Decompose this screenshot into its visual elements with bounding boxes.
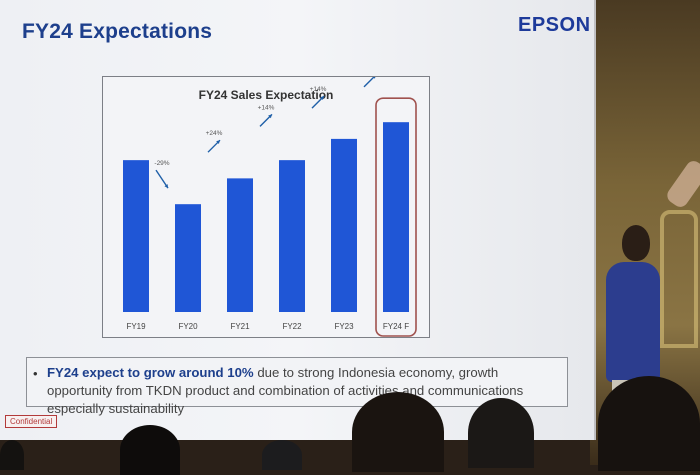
growth-label: +14% bbox=[258, 104, 275, 111]
x-tick-label: FY21 bbox=[230, 322, 250, 331]
growth-label: -29% bbox=[154, 160, 169, 167]
growth-arrowhead bbox=[268, 114, 272, 119]
venue-decoration bbox=[660, 210, 698, 348]
growth-label: +24% bbox=[206, 130, 223, 137]
x-tick-label: FY22 bbox=[282, 322, 302, 331]
forecast-highlight-box bbox=[375, 97, 417, 337]
bar-fy24-f bbox=[383, 122, 409, 312]
presenter-head bbox=[622, 225, 650, 261]
growth-label: +14% bbox=[310, 86, 327, 93]
x-tick-label: FY19 bbox=[126, 322, 146, 331]
slide-title: FY24 Expectations bbox=[22, 20, 213, 43]
audience-silhouette bbox=[0, 440, 24, 470]
growth-arrow bbox=[155, 169, 169, 189]
x-tick-label: FY24 F bbox=[383, 322, 409, 331]
audience-silhouette bbox=[352, 392, 444, 472]
confidential-stamp: Confidential bbox=[5, 415, 58, 428]
key-message-highlight: FY24 expect to grow around 10% bbox=[47, 365, 254, 380]
bullet-marker: • bbox=[33, 366, 38, 381]
audience-silhouette bbox=[262, 440, 302, 470]
audience-silhouette bbox=[468, 398, 534, 468]
sales-chart-svg: FY24 Sales Expectation FY19 FY20 FY21 FY22 FY… bbox=[123, 77, 417, 337]
audience-silhouette bbox=[598, 376, 700, 471]
x-tick-label: FY23 bbox=[334, 322, 354, 331]
epson-logo: EPSON bbox=[518, 14, 591, 36]
bar-fy23 bbox=[331, 138, 357, 312]
growth-arrowhead bbox=[216, 140, 220, 145]
growth-arrowhead bbox=[320, 96, 324, 100]
sales-chart: FY24 Sales Expectation FY19 FY20 FY21 FY22 FY… bbox=[102, 76, 430, 338]
bar-fy19 bbox=[123, 160, 149, 312]
growth-arrowhead bbox=[373, 77, 376, 79]
bar-fy22 bbox=[279, 160, 305, 312]
chart-title: FY24 Sales Expectation bbox=[199, 88, 334, 102]
key-message-box: • FY24 expect to grow around 10% due to … bbox=[26, 357, 568, 416]
bar-fy20 bbox=[175, 204, 201, 312]
bar-fy21 bbox=[227, 178, 253, 312]
growth-arrow bbox=[363, 77, 375, 88]
presenter-body bbox=[606, 262, 660, 382]
x-tick-label: FY20 bbox=[178, 322, 198, 331]
presentation-slide: FY24 Expectations EPSON FY24 Sales Expec… bbox=[0, 0, 596, 440]
audience-silhouette bbox=[120, 425, 180, 475]
growth-arrowhead bbox=[164, 184, 168, 189]
